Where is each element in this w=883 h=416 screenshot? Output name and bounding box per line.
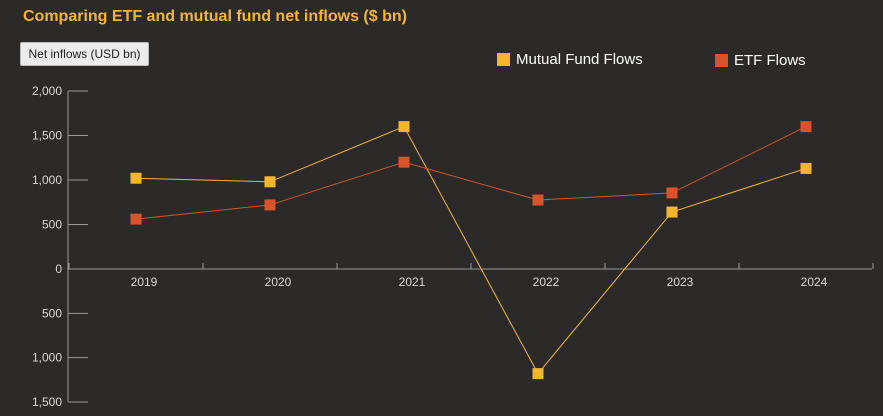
x-tick-label: 2023 <box>667 275 694 289</box>
etf-swatch-icon <box>715 54 728 67</box>
x-tick-label: 2021 <box>399 275 426 289</box>
legend-label-etf-flows: ETF Flows <box>734 52 806 69</box>
x-tick-label: 2019 <box>131 275 158 289</box>
data-point-etf[interactable] <box>800 121 812 133</box>
y-tick-label: 1,000 <box>32 351 62 365</box>
y-tick-label: 2,000 <box>32 84 62 98</box>
y-tick-label: 1,500 <box>32 395 62 409</box>
data-point-etf[interactable] <box>398 156 410 168</box>
x-tick-label: 2022 <box>533 275 560 289</box>
y-tick-label: 0 <box>55 262 62 276</box>
legend-item-mutual-fund-flows[interactable]: Mutual Fund Flows <box>497 51 643 68</box>
data-point-mutual-fund[interactable] <box>264 176 276 188</box>
data-point-etf[interactable] <box>130 213 142 225</box>
series-line-mutual-fund-flows <box>135 125 807 375</box>
chart-title: Comparing ETF and mutual fund net inflow… <box>23 8 407 25</box>
data-point-mutual-fund[interactable] <box>800 162 812 174</box>
y-tick-label: 500 <box>42 218 62 232</box>
data-point-etf[interactable] <box>264 199 276 211</box>
data-point-mutual-fund[interactable] <box>666 206 678 218</box>
y-tick-label: 1,000 <box>32 173 62 187</box>
y-axis-label-button[interactable]: Net inflows (USD bn) <box>20 42 149 66</box>
y-tick-label: 1,500 <box>32 129 62 143</box>
legend-label-mutual-fund-flows: Mutual Fund Flows <box>516 51 643 68</box>
data-point-etf[interactable] <box>666 187 678 199</box>
legend-item-etf-flows[interactable]: ETF Flows <box>715 52 806 69</box>
mutual-fund-swatch-icon <box>497 53 510 66</box>
data-point-mutual-fund[interactable] <box>130 172 142 184</box>
series-line-etf-flows <box>135 126 807 220</box>
data-point-etf[interactable] <box>532 194 544 206</box>
y-tick-label: 500 <box>42 306 62 320</box>
data-point-mutual-fund[interactable] <box>532 368 544 380</box>
data-point-mutual-fund[interactable] <box>398 121 410 133</box>
x-tick-label: 2024 <box>801 275 828 289</box>
x-tick-label: 2020 <box>265 275 292 289</box>
